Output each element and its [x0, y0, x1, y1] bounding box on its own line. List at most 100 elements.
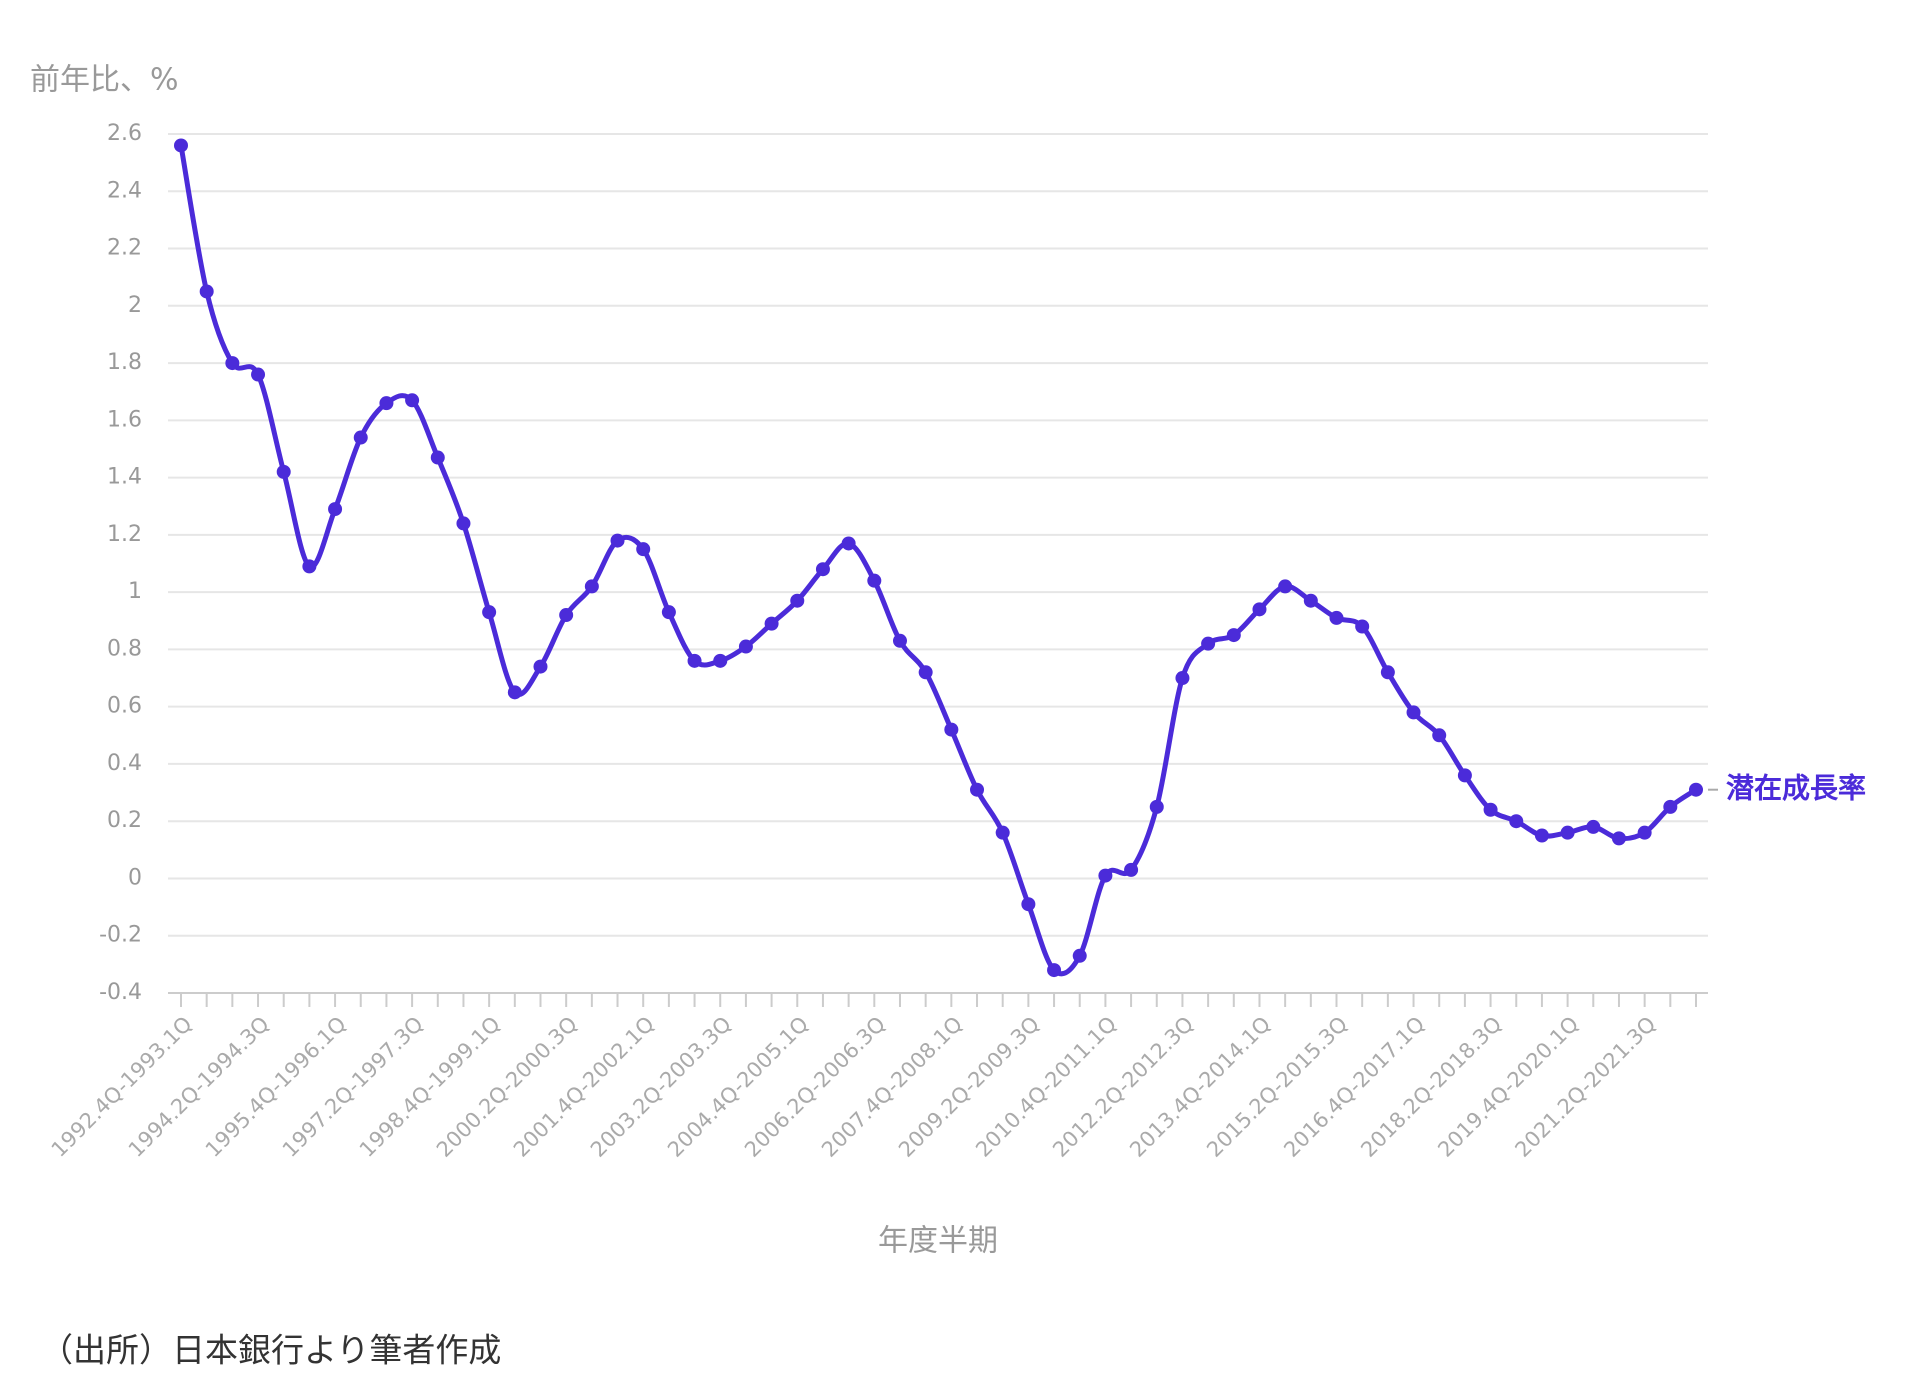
data-point — [507, 685, 522, 700]
data-point — [559, 608, 574, 623]
data-point — [636, 542, 651, 557]
data-point — [353, 430, 368, 445]
y-tick-label: 1.2 — [107, 522, 142, 547]
data-point — [1611, 831, 1626, 846]
data-point — [1483, 802, 1498, 817]
x-tick-label: 2019.4Q-2020.1Q — [1433, 1012, 1583, 1162]
x-tick-label: 2000.2Q-2000.3Q — [432, 1012, 582, 1162]
x-tick-label: 1992.4Q-1993.1Q — [47, 1012, 197, 1162]
y-tick-label: 1 — [128, 579, 142, 604]
data-point — [790, 593, 805, 608]
data-point — [1149, 799, 1164, 814]
x-tick-label: 1998.4Q-1999.1Q — [355, 1012, 505, 1162]
data-point — [1560, 825, 1575, 840]
x-tick-label: 2010.4Q-2011.1Q — [971, 1012, 1121, 1162]
y-tick-label: 0.8 — [107, 636, 142, 661]
x-tick-label: 1995.4Q-1996.1Q — [201, 1012, 351, 1162]
data-point — [970, 782, 985, 797]
y-tick-label: 1.8 — [107, 350, 142, 375]
data-point — [174, 138, 188, 153]
y-tick-label: 2.2 — [107, 236, 142, 261]
x-tick-label: 1994.2Q-1994.3Q — [124, 1012, 274, 1162]
y-tick-label: 0.2 — [107, 808, 142, 833]
y-tick-label: 0.6 — [107, 694, 142, 719]
data-point — [1586, 819, 1601, 834]
data-point — [328, 502, 343, 517]
data-point — [995, 825, 1010, 840]
y-tick-label: -0.2 — [99, 923, 142, 948]
x-tick-label: 2021.2Q-2021.3Q — [1510, 1012, 1660, 1162]
data-point — [610, 533, 625, 548]
data-point — [1432, 728, 1447, 743]
y-tick-label: 0.4 — [107, 751, 142, 776]
y-tick-label: 2.6 — [107, 121, 142, 146]
data-point — [892, 633, 907, 648]
data-point — [1303, 593, 1318, 608]
data-point — [918, 665, 933, 680]
data-point — [482, 605, 497, 620]
x-tick-label: 2015.2Q-2015.3Q — [1202, 1012, 1352, 1162]
data-point — [456, 516, 471, 531]
data-point — [1175, 671, 1190, 686]
data-point — [584, 579, 599, 594]
data-point — [1509, 814, 1524, 829]
y-tick-label: 0 — [128, 865, 142, 890]
y-tick-label: 1.4 — [107, 465, 142, 490]
data-point — [430, 450, 445, 465]
series-line — [178, 145, 1698, 977]
y-tick-label: 1.6 — [107, 407, 142, 432]
data-point — [738, 639, 753, 654]
data-point — [1689, 782, 1703, 797]
data-point — [533, 659, 548, 674]
data-point — [1637, 825, 1652, 840]
data-point — [1534, 828, 1549, 843]
data-point — [1047, 963, 1062, 978]
data-point — [661, 605, 676, 620]
x-tick-label: 2012.2Q-2012.3Q — [1048, 1012, 1198, 1162]
data-point — [1201, 636, 1216, 651]
data-point — [1098, 868, 1113, 883]
data-point — [687, 653, 702, 668]
x-tick-label: 2003.2Q-2003.3Q — [586, 1012, 736, 1162]
y-tick-label: 2 — [128, 293, 142, 318]
data-point — [1355, 619, 1370, 634]
data-point — [815, 562, 830, 577]
data-point — [251, 367, 266, 382]
data-point — [1278, 579, 1293, 594]
data-point — [379, 396, 394, 411]
y-tick-label: -0.4 — [99, 980, 142, 1005]
data-point — [1226, 628, 1241, 643]
x-tick-label: 2009.2Q-2009.3Q — [894, 1012, 1044, 1162]
data-point — [1380, 665, 1395, 680]
data-point — [1457, 768, 1472, 783]
data-point — [944, 722, 959, 737]
x-tick-label: 2016.4Q-2017.1Q — [1279, 1012, 1429, 1162]
data-point — [302, 559, 317, 574]
data-point — [1406, 705, 1421, 720]
data-point — [713, 653, 728, 668]
x-tick-label: 2007.4Q-2008.1Q — [817, 1012, 967, 1162]
data-point — [764, 616, 779, 631]
x-tick-label: 2004.4Q-2005.1Q — [663, 1012, 813, 1162]
data-point — [199, 284, 214, 299]
data-point — [405, 393, 420, 408]
source-note: （出所）日本銀行より筆者作成 — [40, 1331, 501, 1370]
data-point — [1124, 862, 1139, 877]
x-tick-label: 2006.2Q-2006.3Q — [740, 1012, 890, 1162]
data-point — [1021, 897, 1036, 912]
y-axis-title: 前年比、% — [30, 63, 179, 98]
data-point — [276, 464, 291, 479]
x-axis-title: 年度半期 — [878, 1224, 998, 1259]
data-point — [841, 536, 856, 551]
x-tick-label: 1997.2Q-1997.3Q — [278, 1012, 428, 1162]
y-tick-label: 2.4 — [107, 178, 142, 203]
data-point — [1072, 948, 1087, 963]
legend-label: 潜在成長率 — [1726, 772, 1866, 805]
data-point — [1329, 610, 1344, 625]
x-tick-label: 2013.4Q-2014.1Q — [1125, 1012, 1275, 1162]
data-point — [1252, 602, 1267, 617]
data-point — [867, 573, 882, 588]
data-point — [1663, 799, 1678, 814]
